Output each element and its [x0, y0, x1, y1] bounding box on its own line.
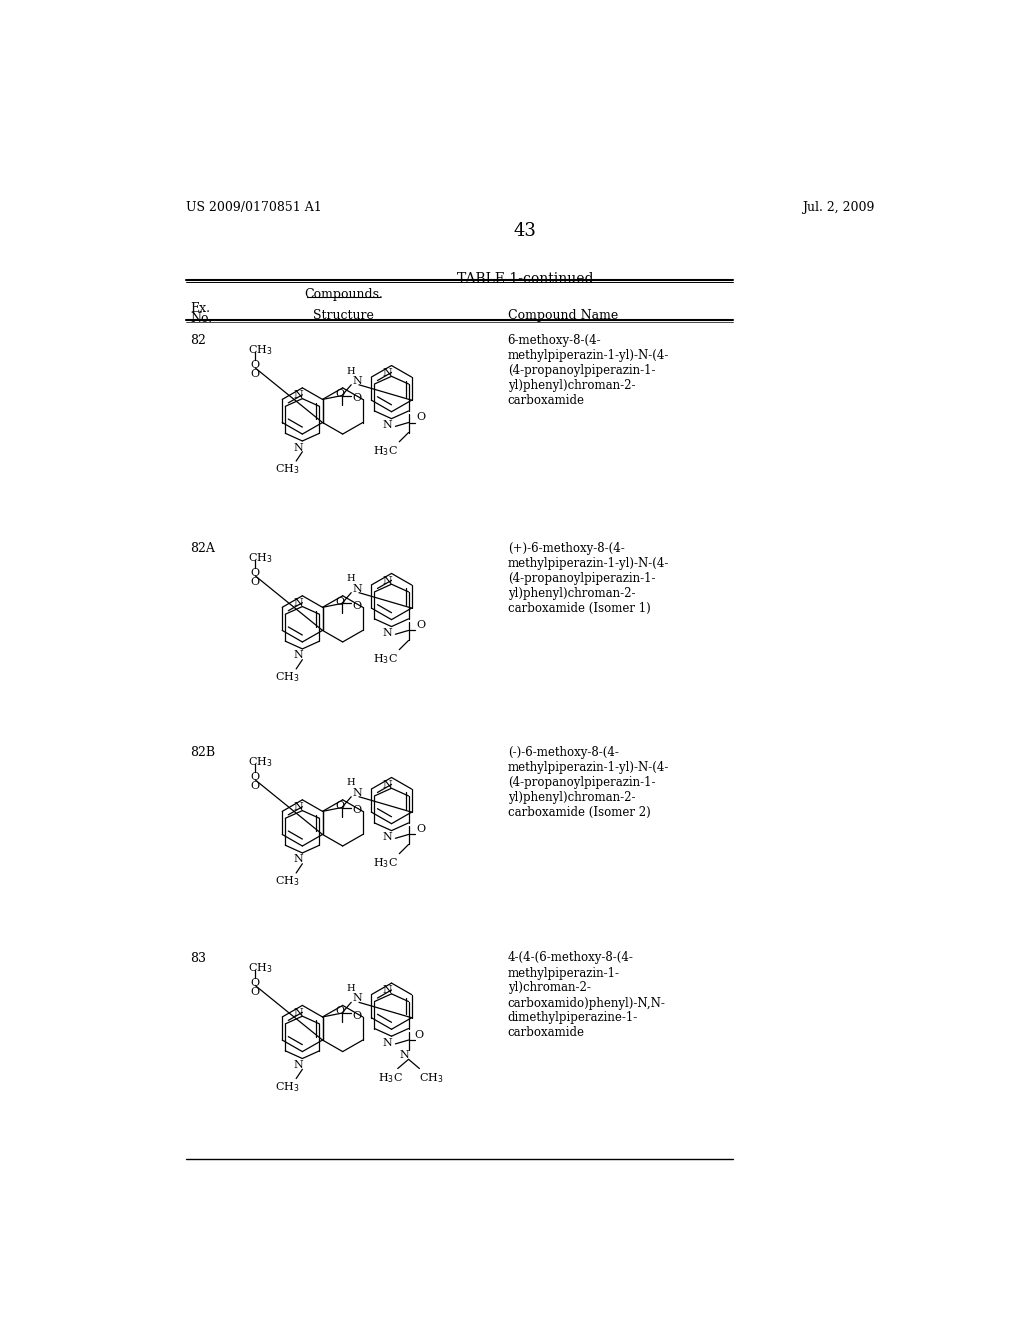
Text: O: O [251, 987, 259, 997]
Text: 82A: 82A [190, 543, 215, 554]
Text: CH$_3$: CH$_3$ [248, 755, 272, 770]
Text: N: N [352, 994, 362, 1003]
Text: CH$_3$: CH$_3$ [274, 874, 299, 888]
Text: O: O [415, 1030, 424, 1040]
Text: N: N [352, 376, 362, 385]
Text: N: N [294, 854, 303, 865]
Text: O: O [352, 393, 361, 403]
Text: Jul. 2, 2009: Jul. 2, 2009 [802, 201, 874, 214]
Text: Structure: Structure [313, 309, 374, 322]
Text: Compounds.: Compounds. [304, 288, 383, 301]
Text: N: N [383, 576, 392, 586]
Text: N: N [294, 442, 303, 453]
Text: CH$_3$: CH$_3$ [248, 343, 272, 356]
Text: N: N [383, 368, 392, 378]
Text: CH$_3$: CH$_3$ [274, 1080, 299, 1094]
Text: N: N [294, 1060, 303, 1071]
Text: O: O [251, 781, 259, 791]
Text: CH$_3$: CH$_3$ [274, 671, 299, 684]
Text: O: O [251, 772, 259, 781]
Text: O: O [352, 1011, 361, 1020]
Text: N: N [383, 420, 392, 430]
Text: H$_3$C: H$_3$C [373, 855, 397, 870]
Text: US 2009/0170851 A1: US 2009/0170851 A1 [186, 201, 322, 214]
Text: H: H [346, 367, 355, 376]
Text: N: N [294, 598, 303, 609]
Text: 82B: 82B [190, 746, 215, 759]
Text: N: N [294, 651, 303, 660]
Text: N: N [294, 803, 303, 812]
Text: 4-(4-(6-methoxy-8-(4-
methylpiperazin-1-
yl)chroman-2-
carboxamido)phenyl)-N,N-
: 4-(4-(6-methoxy-8-(4- methylpiperazin-1-… [508, 952, 666, 1040]
Text: H: H [346, 985, 355, 993]
Text: O: O [336, 597, 345, 606]
Text: N: N [383, 628, 392, 638]
Text: No.: No. [190, 312, 212, 325]
Text: CH$_3$: CH$_3$ [248, 552, 272, 565]
Text: H$_3$C: H$_3$C [373, 652, 397, 665]
Text: CH$_3$: CH$_3$ [248, 961, 272, 974]
Text: O: O [352, 601, 361, 611]
Text: 83: 83 [190, 952, 206, 965]
Text: Ex.: Ex. [190, 302, 210, 315]
Text: N: N [383, 832, 392, 842]
Text: N: N [294, 391, 303, 400]
Text: O: O [417, 620, 425, 630]
Text: O: O [417, 412, 425, 422]
Text: N: N [352, 583, 362, 594]
Text: H: H [346, 574, 355, 583]
Text: (+)-6-methoxy-8-(4-
methylpiperazin-1-yl)-N-(4-
(4-propanoylpiperazin-1-
yl)phen: (+)-6-methoxy-8-(4- methylpiperazin-1-yl… [508, 543, 669, 615]
Text: O: O [251, 360, 259, 370]
Text: O: O [251, 978, 259, 987]
Text: O: O [417, 824, 425, 834]
Text: N: N [383, 1038, 392, 1048]
Text: H: H [346, 779, 355, 788]
Text: N: N [294, 1007, 303, 1018]
Text: O: O [336, 388, 345, 399]
Text: O: O [352, 805, 361, 816]
Text: O: O [251, 568, 259, 578]
Text: Compound Name: Compound Name [508, 309, 618, 322]
Text: N: N [383, 985, 392, 995]
Text: H$_3$C: H$_3$C [378, 1072, 402, 1085]
Text: H$_3$C: H$_3$C [373, 444, 397, 458]
Text: CH$_3$: CH$_3$ [420, 1072, 444, 1085]
Text: CH$_3$: CH$_3$ [274, 462, 299, 477]
Text: TABLE 1-continued: TABLE 1-continued [457, 272, 593, 285]
Text: 6-methoxy-8-(4-
methylpiperazin-1-yl)-N-(4-
(4-propanoylpiperazin-1-
yl)phenyl)c: 6-methoxy-8-(4- methylpiperazin-1-yl)-N-… [508, 334, 669, 407]
Text: N: N [383, 780, 392, 789]
Text: O: O [336, 801, 345, 810]
Text: O: O [336, 1006, 345, 1016]
Text: (-)-6-methoxy-8-(4-
methylpiperazin-1-yl)-N-(4-
(4-propanoylpiperazin-1-
yl)phen: (-)-6-methoxy-8-(4- methylpiperazin-1-yl… [508, 746, 669, 818]
Text: N: N [399, 1051, 410, 1060]
Text: O: O [251, 370, 259, 379]
Text: N: N [352, 788, 362, 797]
Text: 43: 43 [513, 222, 537, 239]
Text: O: O [251, 577, 259, 587]
Text: 82: 82 [190, 334, 206, 347]
